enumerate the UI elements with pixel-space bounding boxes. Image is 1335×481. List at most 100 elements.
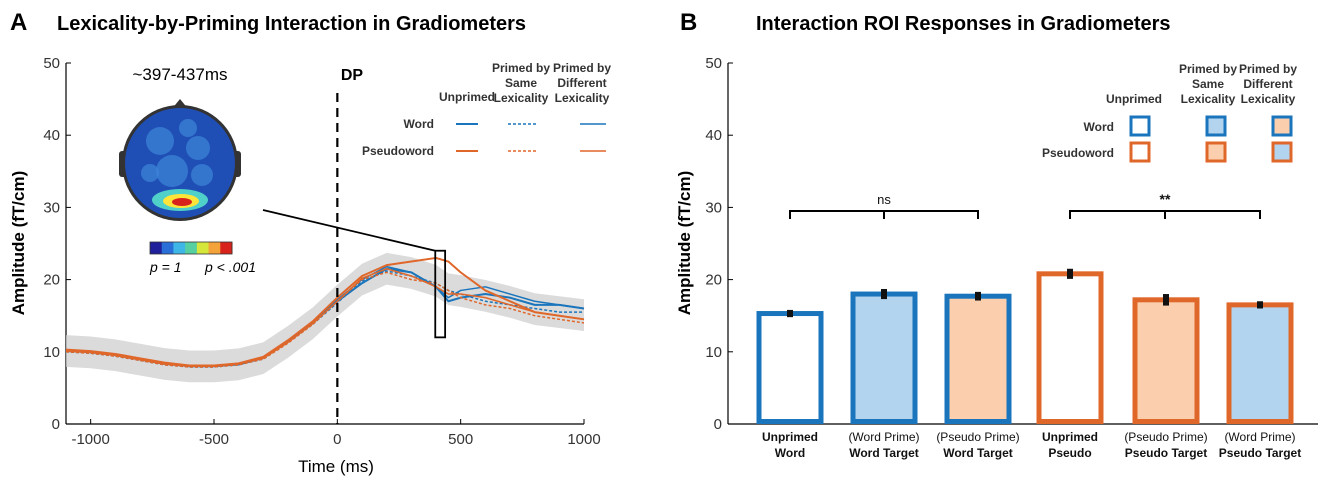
bar-category-label-line2: Pseudo Target [1125,446,1207,460]
significance-label: ns [877,192,891,207]
colorbar-segment [162,242,174,254]
b-y-tick-label: 10 [705,344,722,361]
colorbar-segment [173,242,185,254]
bar-category-label: (Word Prime) Pseudo Target [1219,430,1301,460]
a-x-tick-label: 500 [448,431,473,448]
bar [853,294,915,421]
b-y-tick-label: 50 [705,55,722,72]
b-legend-column-label: Unprimed [1106,92,1162,106]
a-y-axis-label: Amplitude (fT/cm) [9,171,28,316]
a-y-tick-label: 20 [43,272,60,289]
head-map-blob [141,164,159,182]
colorbar-segment [185,242,197,254]
a-legend-column-label: Unprimed [439,90,495,104]
b-legend-swatch [1131,117,1149,135]
a-x-tick-label: -1000 [71,431,109,448]
panel-b-letter: B [680,9,697,36]
panel-a-letter: A [10,9,27,36]
bar [1039,274,1101,422]
a-legend-column-label-line: Same [505,76,537,90]
bar-category-label: Unprimed Pseudo [1042,430,1098,460]
head-map-blob [156,155,188,187]
colorbar-segment [197,242,209,254]
b-legend-column-label-line: Same [1192,77,1224,91]
b-y-tick-label: 0 [714,416,722,433]
bar [1229,305,1291,422]
bar-category-label-line1: (Word Prime) [848,430,919,444]
significance-label: ** [1160,191,1171,207]
a-y-tick-label: 0 [52,416,60,433]
time-window-label: ~397-437ms [133,65,228,84]
bar-category-label: (Word Prime) Word Target [848,430,919,460]
head-map-blob [146,127,174,155]
b-legend-column-label: Primed by Same Lexicality [1179,62,1237,106]
a-legend-row-label: Word [404,117,434,131]
b-legend-swatch [1207,117,1225,135]
bar-category-label-line1: (Pseudo Prime) [1124,430,1207,444]
b-y-tick-label: 20 [705,272,722,289]
bar-category-label-line2: Pseudo Target [1219,446,1301,460]
bar-category-label: Unprimed Word [762,430,818,460]
a-x-axis-label: Time (ms) [298,457,374,476]
head-map-hotspot [172,198,192,206]
error-bar [1067,269,1073,279]
a-y-tick-label: 50 [43,55,60,72]
b-y-tick-label: 40 [705,127,722,144]
a-legend-column-label: Primed by Different Lexicality [553,61,611,105]
b-legend-swatch [1131,143,1149,161]
bar-category-label-line2: Word [775,446,805,460]
b-y-tick-label: 30 [705,199,722,216]
a-x-tick-label: -500 [199,431,229,448]
panel-b-chart: Amplitude (fT/cm) 0 10 20 30 40 50 Unprimed Wor… [675,55,1318,460]
bar [1135,300,1197,422]
confidence-band [66,253,584,382]
bar-category-label-line2: Pseudo [1048,446,1091,460]
a-legend-column-label-line: Lexicality [555,91,610,105]
colorbar-segment [209,242,221,254]
bar-category-label-line1: Unprimed [762,430,818,444]
colorbar-segment [150,242,162,254]
b-legend-column-label-line: Lexicality [1181,92,1236,106]
a-x-tick-label: 1000 [567,431,600,448]
b-legend-column-label-line: Unprimed [1106,92,1162,106]
error-bar [787,310,793,317]
bar-category-label-line2: Word Target [849,446,919,460]
head-map-blob [191,164,213,186]
a-legend-column-label-line: Different [557,76,606,90]
b-legend-column-label: Primed by Different Lexicality [1239,62,1297,106]
b-y-axis-label: Amplitude (fT/cm) [675,171,694,316]
error-bar [975,292,981,301]
panel-b-title: Interaction ROI Responses in Gradiometer… [756,13,1171,35]
b-legend-column-label-line: Primed by [1239,62,1297,76]
a-y-tick-label: 30 [43,199,60,216]
colorbar-left-label: p = 1 [149,259,182,275]
a-x-tick-label: 0 [333,431,341,448]
bar-category-label-line1: Unprimed [1042,430,1098,444]
dp-label: DP [341,67,364,84]
a-legend-column-label: Primed by Same Lexicality [492,61,550,105]
a-legend-column-label-line: Unprimed [439,90,495,104]
b-legend-column-label-line: Lexicality [1241,92,1296,106]
a-legend-column-label-line: Lexicality [494,91,549,105]
bar [947,296,1009,421]
b-legend-column-label-line: Different [1243,77,1292,91]
bar [759,314,821,422]
bar-category-label-line1: (Word Prime) [1224,430,1295,444]
a-legend-row-label: Pseudoword [362,144,434,158]
head-map-blob [186,136,210,160]
a-legend-column-label-line: Primed by [492,61,550,75]
bar-category-label-line2: Word Target [943,446,1013,460]
bar-category-label: (Pseudo Prime) Word Target [936,430,1019,460]
b-legend-swatch [1273,143,1291,161]
a-legend-column-label-line: Primed by [553,61,611,75]
a-y-tick-label: 40 [43,127,60,144]
bar-category-label: (Pseudo Prime) Pseudo Target [1124,430,1207,460]
window-connector [263,210,435,251]
error-bar [1163,294,1169,306]
b-legend-row-label: Word [1084,120,1114,134]
panel-a-title: Lexicality-by-Priming Interaction in Gra… [57,13,526,35]
colorbar-segment [220,242,232,254]
panel-a-chart: Amplitude (fT/cm) Time (ms) DP ~397-437m… [9,55,611,476]
colorbar-right-label: p < .001 [204,259,256,275]
